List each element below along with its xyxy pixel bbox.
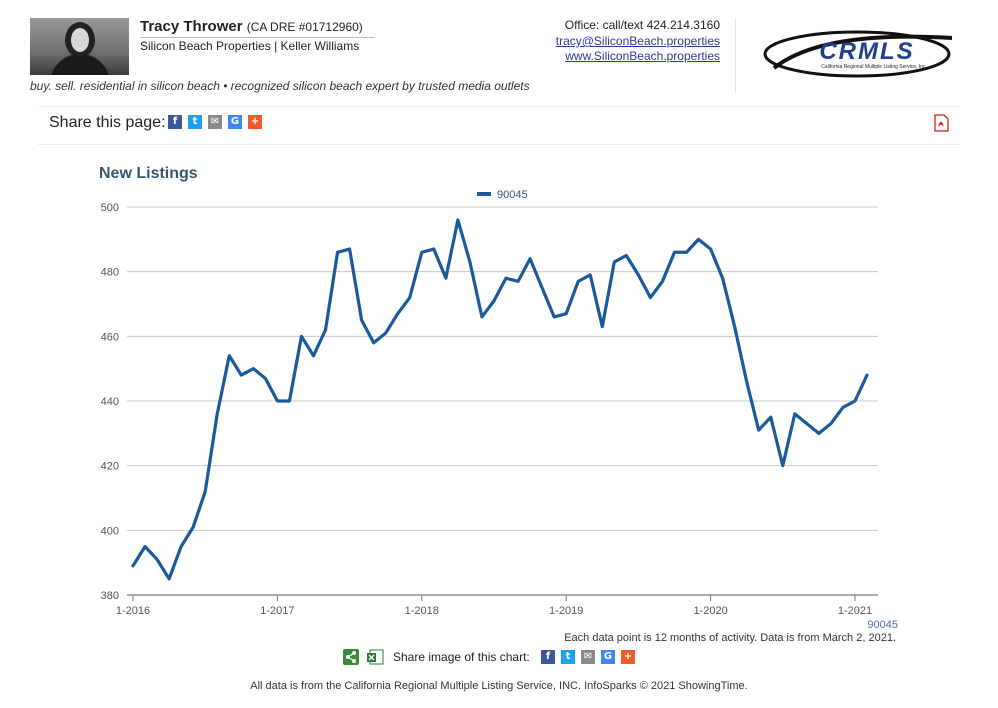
share-image-buttons: f t ✉ G + bbox=[541, 650, 635, 664]
header-divider bbox=[735, 18, 736, 92]
name-divider bbox=[140, 37, 375, 38]
share-page-email-icon[interactable]: ✉ bbox=[208, 115, 222, 129]
website-link[interactable]: www.SiliconBeach.properties bbox=[565, 49, 720, 63]
x-tick-label: 1-2019 bbox=[549, 605, 583, 617]
divider-bottom bbox=[38, 144, 960, 145]
x-tick-label: 1-2016 bbox=[116, 605, 150, 617]
footer-text: All data is from the California Regional… bbox=[250, 680, 748, 692]
chart-note: Each data point is 12 months of activity… bbox=[564, 632, 896, 644]
agent-tagline: buy. sell. residential in silicon beach … bbox=[30, 79, 530, 93]
legend-label: 90045 bbox=[497, 189, 528, 201]
pdf-icon[interactable] bbox=[932, 114, 950, 132]
share-image-google-icon[interactable]: G bbox=[601, 650, 615, 664]
y-tick-label: 440 bbox=[101, 396, 119, 408]
agent-dre: (CA DRE #01712960) bbox=[246, 20, 363, 34]
excel-icon[interactable] bbox=[367, 649, 384, 665]
divider-top bbox=[38, 106, 960, 107]
y-tick-label: 500 bbox=[101, 202, 119, 214]
agent-name-line: Tracy Thrower (CA DRE #01712960) bbox=[140, 18, 363, 35]
share-page-twitter-icon[interactable]: t bbox=[188, 115, 202, 129]
share-image-facebook-icon[interactable]: f bbox=[541, 650, 555, 664]
y-tick-label: 400 bbox=[101, 525, 119, 537]
agent-name: Tracy Thrower bbox=[140, 18, 243, 35]
line-chart: 380 400 420 440 460 480 500 1-2016 1-2017 1-2018 1… bbox=[101, 189, 898, 630]
y-tick-label: 380 bbox=[101, 590, 119, 602]
share-image-email-icon[interactable]: ✉ bbox=[581, 650, 595, 664]
x-tick-label: 1-2017 bbox=[260, 605, 294, 617]
svg-text:California Regional Multiple L: California Regional Multiple Listing Ser… bbox=[821, 64, 927, 70]
y-tick-label: 480 bbox=[101, 267, 119, 279]
share-image-more-icon[interactable]: + bbox=[621, 650, 635, 664]
series-end-label: 90045 bbox=[867, 619, 898, 630]
y-tick-label: 420 bbox=[101, 461, 119, 473]
svg-text:CRMLS: CRMLS bbox=[819, 38, 914, 65]
x-tick-label: 1-2020 bbox=[693, 605, 727, 617]
share-page-facebook-icon[interactable]: f bbox=[168, 115, 182, 129]
agent-company: Silicon Beach Properties | Keller Willia… bbox=[140, 39, 360, 53]
y-tick-label: 460 bbox=[101, 331, 119, 343]
email-link[interactable]: tracy@SiliconBeach.properties bbox=[555, 34, 720, 48]
crmls-logo: CRMLS California Regional Multiple Listi… bbox=[763, 30, 953, 78]
share-page-more-icon[interactable]: + bbox=[248, 115, 262, 129]
office-phone: Office: call/text 424.214.3160 bbox=[564, 18, 720, 32]
share-page-label: Share this page: bbox=[49, 114, 166, 131]
series-line-90045 bbox=[131, 218, 869, 581]
share-icon[interactable] bbox=[343, 649, 359, 665]
x-tick-label: 1-2021 bbox=[838, 605, 872, 617]
share-image-twitter-icon[interactable]: t bbox=[561, 650, 575, 664]
share-page-buttons: f t ✉ G + bbox=[168, 115, 262, 129]
agent-photo bbox=[30, 18, 129, 75]
share-image-label: Share image of this chart: bbox=[393, 650, 530, 664]
chart-title: New Listings bbox=[99, 165, 198, 182]
x-tick-label: 1-2018 bbox=[405, 605, 439, 617]
share-page-google-icon[interactable]: G bbox=[228, 115, 242, 129]
